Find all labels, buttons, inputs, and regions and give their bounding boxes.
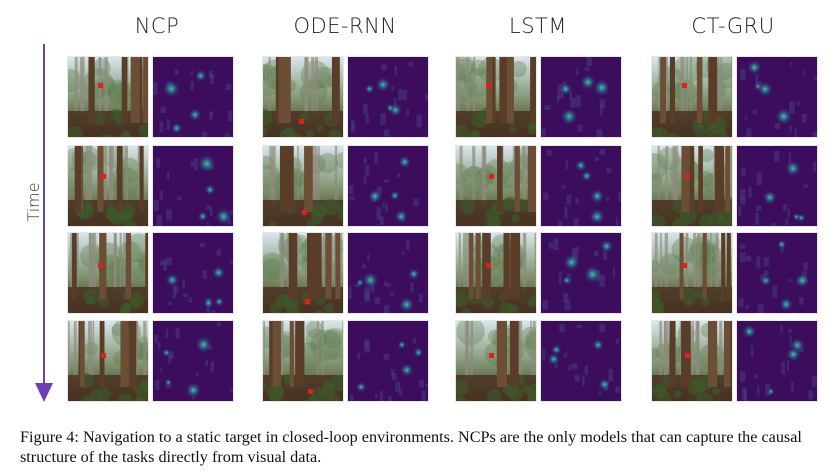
model-title: CT-GRU xyxy=(691,14,775,38)
camera-frame xyxy=(67,56,149,138)
saliency-map xyxy=(152,232,234,314)
camera-frame xyxy=(455,56,537,138)
camera-frame xyxy=(651,145,733,227)
camera-frame xyxy=(262,56,344,138)
camera-frame xyxy=(67,145,149,227)
saliency-map xyxy=(736,232,818,314)
saliency-map xyxy=(347,232,429,314)
saliency-map xyxy=(736,145,818,227)
model-title: LSTM xyxy=(509,14,567,38)
camera-frame xyxy=(651,320,733,402)
saliency-map xyxy=(540,56,622,138)
camera-frame xyxy=(455,232,537,314)
saliency-map xyxy=(152,320,234,402)
saliency-map xyxy=(347,145,429,227)
saliency-map xyxy=(152,145,234,227)
camera-frame xyxy=(455,145,537,227)
camera-frame xyxy=(455,320,537,402)
saliency-map xyxy=(152,56,234,138)
saliency-map xyxy=(347,56,429,138)
camera-frame xyxy=(262,145,344,227)
model-title: NCP xyxy=(134,14,180,38)
model-title: ODE-RNN xyxy=(293,14,397,38)
camera-frame xyxy=(651,232,733,314)
saliency-map xyxy=(736,56,818,138)
saliency-map xyxy=(347,320,429,402)
camera-frame xyxy=(262,320,344,402)
camera-frame xyxy=(262,232,344,314)
saliency-map xyxy=(540,320,622,402)
figure-caption: Figure 4: Navigation to a static target … xyxy=(20,428,802,466)
camera-frame xyxy=(67,320,149,402)
time-arrow-icon xyxy=(35,44,53,402)
camera-frame xyxy=(651,56,733,138)
saliency-map xyxy=(540,232,622,314)
camera-frame xyxy=(67,232,149,314)
saliency-map xyxy=(736,320,818,402)
saliency-map xyxy=(540,145,622,227)
